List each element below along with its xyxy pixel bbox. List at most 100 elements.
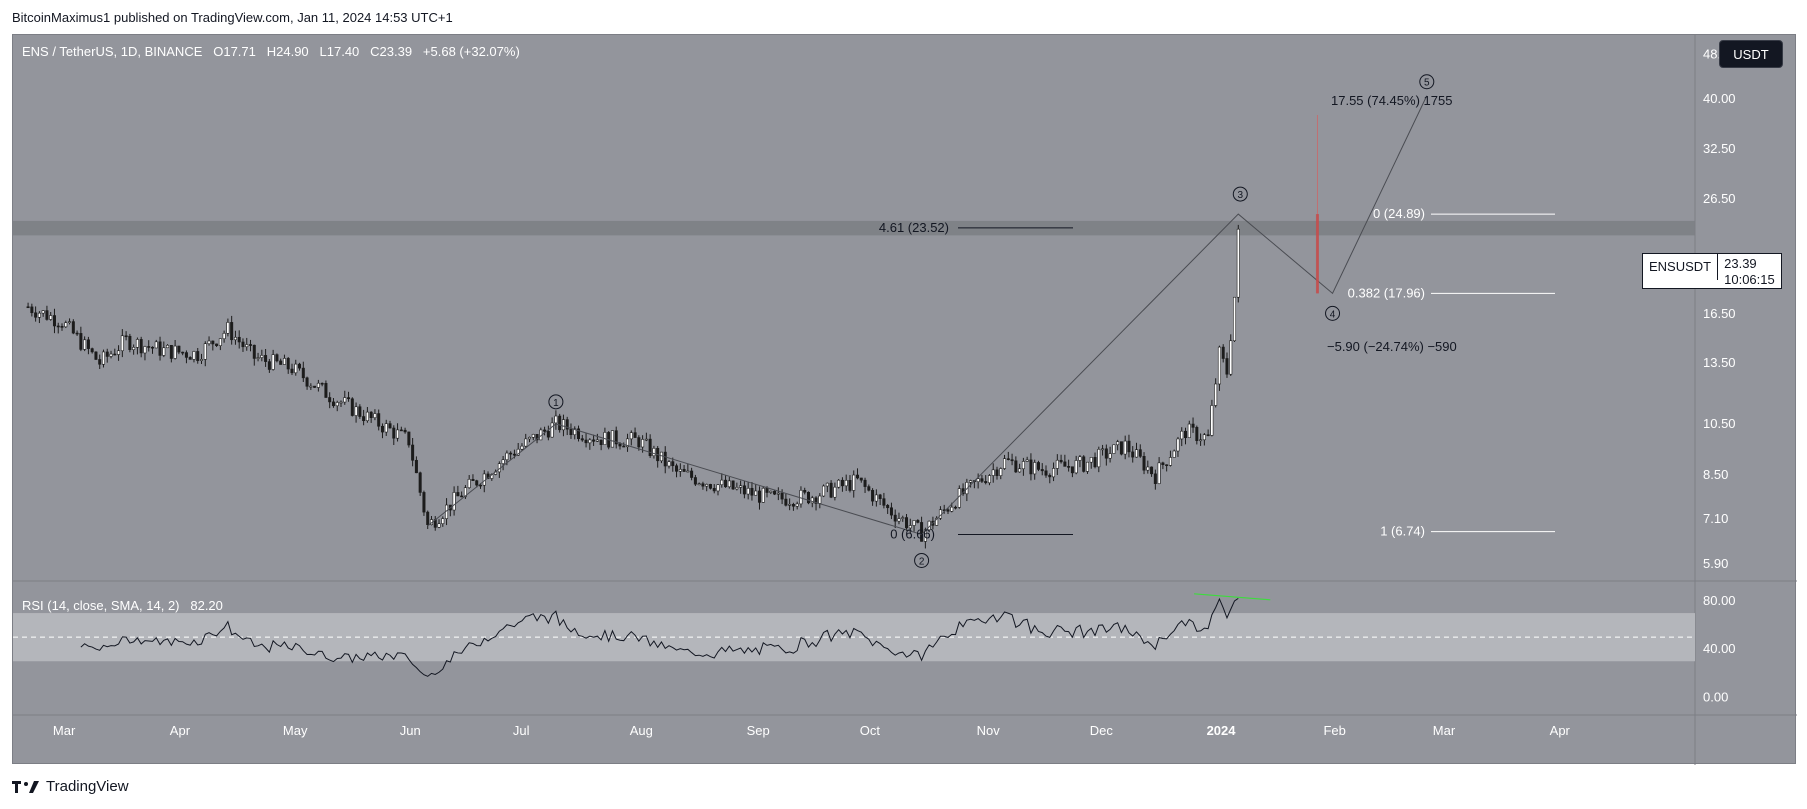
candle xyxy=(614,426,618,449)
high-value: 24.90 xyxy=(276,44,309,59)
candle xyxy=(897,512,901,525)
candle xyxy=(980,474,984,484)
candle xyxy=(335,400,339,412)
price-tag-symbol: ENSUSDT xyxy=(1643,254,1719,280)
candle xyxy=(667,460,671,469)
x-tick-label: Apr xyxy=(170,723,191,738)
candle xyxy=(1225,352,1229,378)
candle xyxy=(215,343,219,348)
symbol-legend: ENS / TetherUS, 1D, BINANCE O17.71 H24.9… xyxy=(22,44,520,59)
candle xyxy=(686,463,690,473)
candle xyxy=(328,392,332,409)
candle xyxy=(94,351,98,360)
candle xyxy=(708,483,712,490)
candle xyxy=(901,515,905,522)
candle xyxy=(166,344,170,349)
candle xyxy=(388,420,392,429)
candle xyxy=(282,354,286,365)
projection-up-label: 17.55 (74.45%) 1755 xyxy=(1331,93,1452,108)
candle xyxy=(211,340,215,351)
candle xyxy=(701,481,705,490)
candle xyxy=(452,486,456,516)
candle xyxy=(230,315,234,345)
candle xyxy=(912,520,916,532)
candle xyxy=(592,434,596,446)
candle xyxy=(637,435,641,451)
candle xyxy=(249,339,253,352)
candle xyxy=(1055,454,1059,475)
candle xyxy=(392,425,396,446)
candle xyxy=(422,490,426,516)
y-tick-label: 13.50 xyxy=(1703,355,1736,370)
candle xyxy=(1029,453,1033,481)
candle xyxy=(200,353,204,364)
candle xyxy=(463,485,467,499)
candle xyxy=(184,350,188,364)
candle xyxy=(648,434,652,458)
candle xyxy=(739,480,743,494)
candle xyxy=(207,336,211,346)
candle xyxy=(524,433,528,448)
candle xyxy=(26,302,30,309)
rsi-divergence-line xyxy=(1194,593,1271,601)
candle xyxy=(294,359,298,376)
candle xyxy=(60,323,64,331)
candle xyxy=(757,486,761,510)
candle xyxy=(1191,417,1195,433)
candle xyxy=(471,474,475,481)
candle xyxy=(697,482,701,486)
tradingview-brand[interactable]: TradingView xyxy=(12,778,129,795)
brand-name: TradingView xyxy=(46,778,129,795)
candle xyxy=(252,344,256,366)
candle xyxy=(840,477,844,492)
candle xyxy=(610,430,614,448)
candle xyxy=(644,432,648,442)
candle xyxy=(580,434,584,442)
candle xyxy=(724,475,728,488)
candle xyxy=(693,474,697,487)
chart-area[interactable]: 48.0040.0032.5026.5020.5016.5013.5010.50… xyxy=(12,34,1797,765)
candle xyxy=(173,339,177,360)
candle xyxy=(1116,439,1120,451)
candle xyxy=(467,475,471,489)
candle xyxy=(365,406,369,423)
candle xyxy=(1150,466,1154,477)
candle xyxy=(682,464,686,472)
candle xyxy=(848,475,852,493)
candle xyxy=(671,457,675,472)
projection-measure-bar xyxy=(1315,214,1319,294)
candle xyxy=(1033,459,1037,480)
candle xyxy=(780,489,784,505)
candle xyxy=(822,484,826,498)
wave-label: 3 xyxy=(1238,190,1244,201)
candle xyxy=(788,498,792,511)
candle xyxy=(995,466,999,480)
candle xyxy=(776,487,780,501)
candle xyxy=(1172,449,1176,458)
candle xyxy=(1014,456,1018,473)
price-chart[interactable]: 48.0040.0032.5026.5020.5016.5013.5010.50… xyxy=(13,35,1797,765)
candle xyxy=(935,516,939,526)
candle xyxy=(1085,461,1089,474)
candle xyxy=(1221,344,1225,363)
candle xyxy=(301,361,305,382)
candle xyxy=(313,385,317,388)
candle xyxy=(158,336,162,361)
candle xyxy=(1146,460,1150,474)
candle xyxy=(237,330,241,349)
candle xyxy=(678,463,682,477)
candle xyxy=(569,423,573,439)
candle xyxy=(203,341,207,367)
candle xyxy=(380,423,384,439)
candle xyxy=(377,409,381,431)
candle xyxy=(1206,429,1210,437)
candle xyxy=(803,487,807,495)
candle xyxy=(871,488,875,506)
wave-label-circle xyxy=(1232,186,1248,202)
candle xyxy=(626,433,630,452)
candle xyxy=(818,493,822,509)
candle xyxy=(954,505,958,510)
currency-button[interactable]: USDT xyxy=(1719,40,1783,68)
candle xyxy=(30,303,34,317)
candle xyxy=(1195,425,1199,445)
